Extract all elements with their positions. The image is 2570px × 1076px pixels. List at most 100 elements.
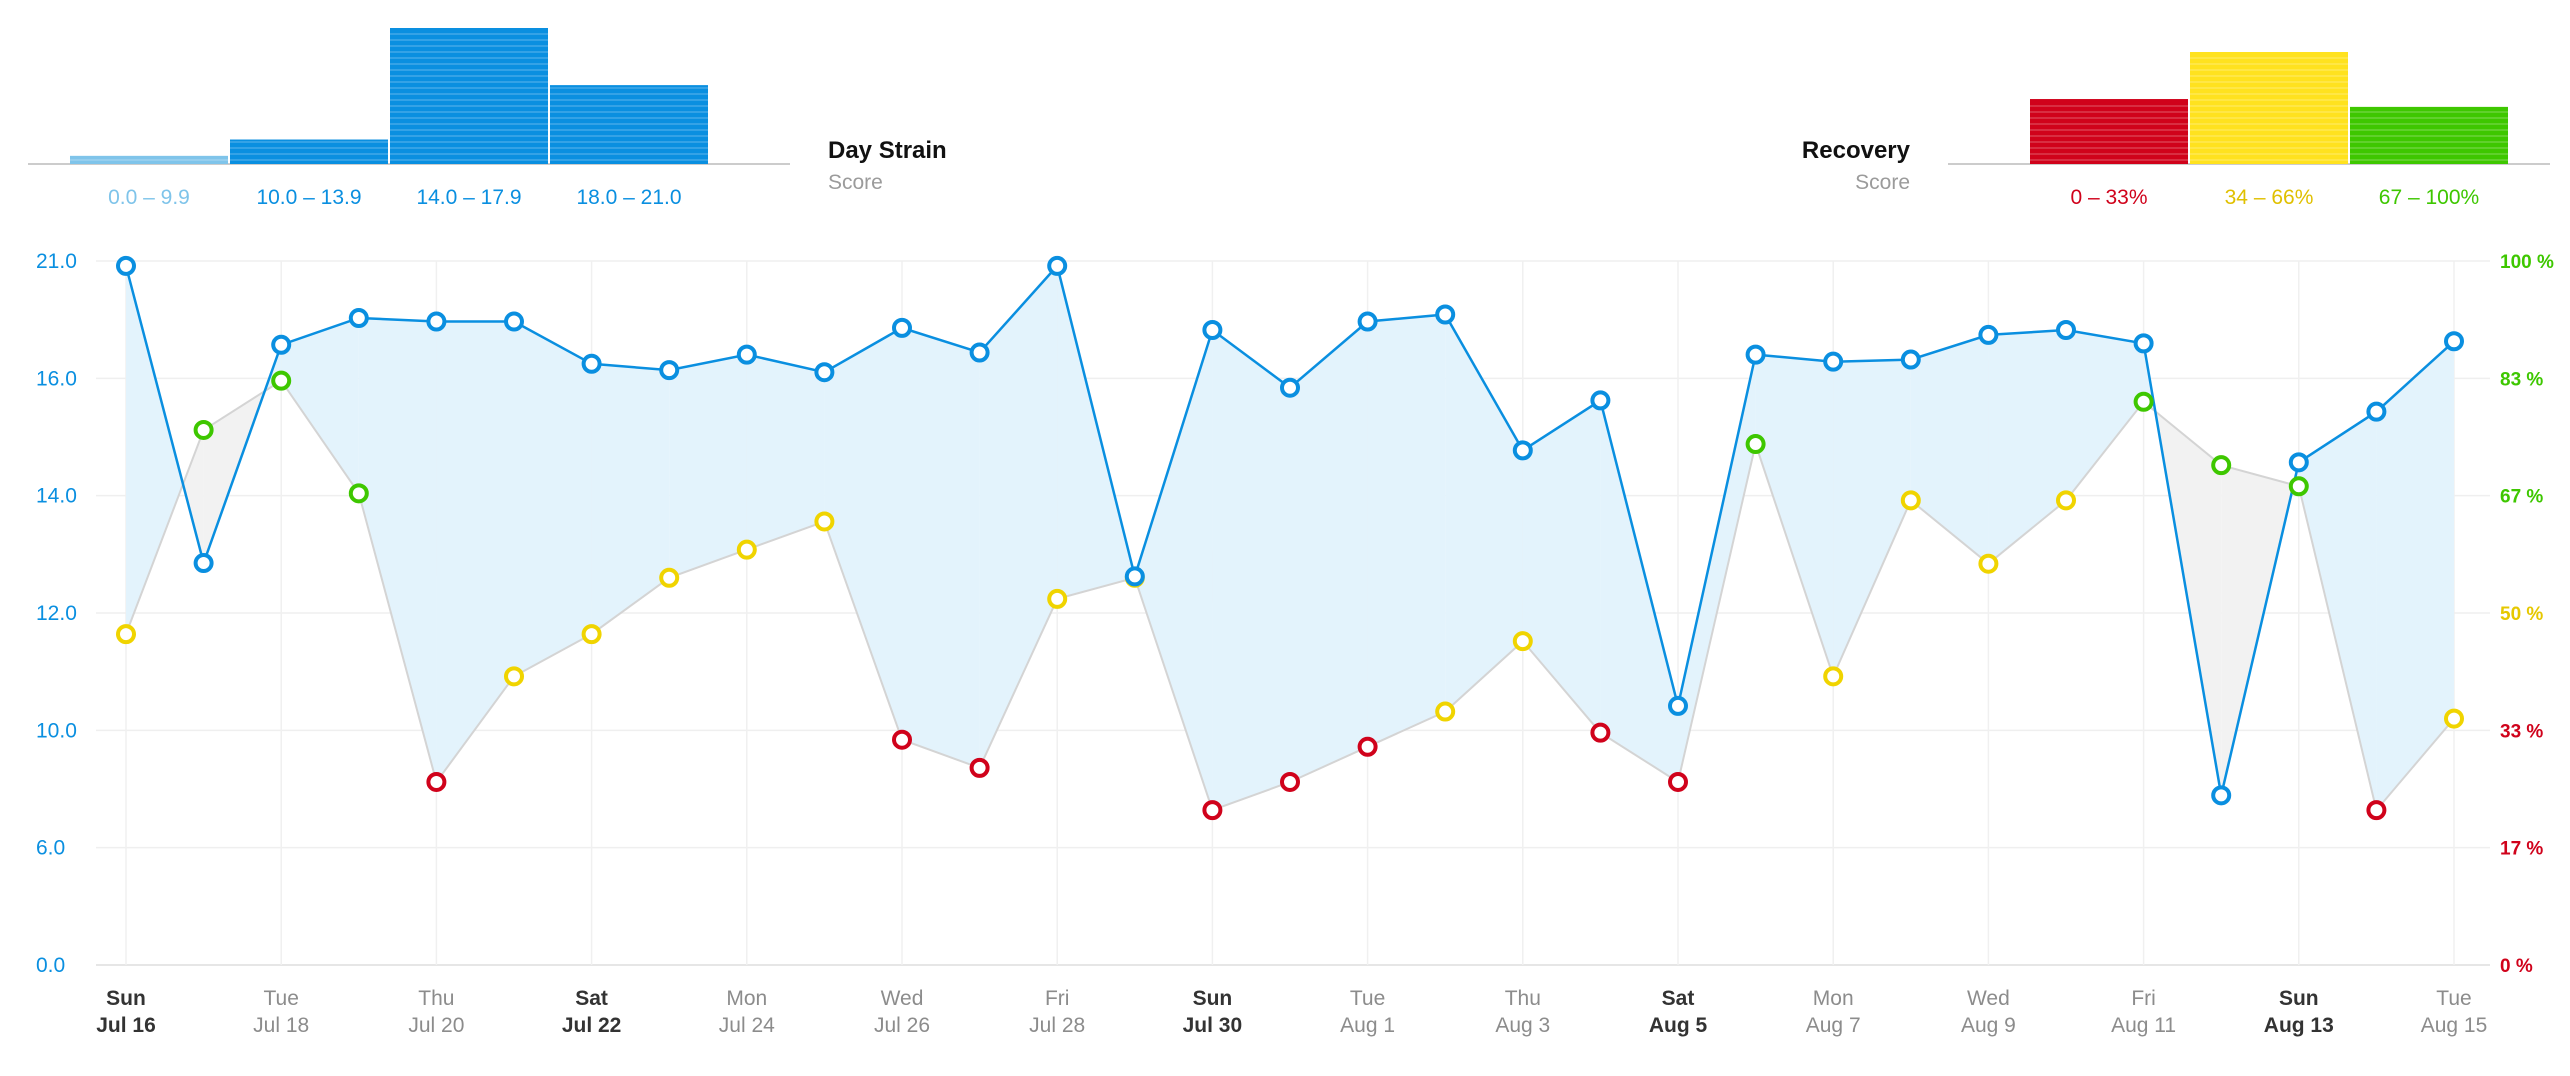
x-axis-day-label: Sun [106,987,146,1010]
right-axis-tick-label: 0 % [2500,956,2533,977]
recovery-point [2444,708,2464,729]
x-axis-date-label: Aug 1 [1340,1014,1395,1037]
recovery-point [2366,800,2387,821]
recovery-above-area [183,430,204,563]
strain-above-area [2376,341,2454,811]
x-axis-date-label: Aug 5 [1649,1014,1708,1037]
recovery-point [1900,490,1921,511]
strain-above-area [746,354,825,550]
recovery-point [2288,476,2309,497]
x-axis-day-label: Wed [881,987,924,1010]
strain-above-area [1057,265,1135,599]
x-axis-day-label: Tue [1350,987,1385,1010]
x-axis-date-label: Jul 18 [253,1014,309,1037]
strain-above-area [281,318,359,494]
strain-histogram-bar [70,155,228,164]
chart-axis-labels: 0.0 6.0 10.0 12.0 14.0 16.0 21.0 0 % 17 % 33 % 50 … [36,250,2554,1037]
left-axis-tick-label: 0.0 [36,954,65,977]
strain-above-area [1988,330,2066,564]
strain-point [581,353,602,374]
left-axis-tick-label: 14.0 [36,485,77,508]
x-axis-date-label: Aug 3 [1495,1014,1550,1037]
x-axis-date-label: Aug 7 [1806,1014,1861,1037]
strain-above-area [1445,314,1523,712]
strain-histogram-bar [550,85,708,164]
strain-point [1512,440,1533,461]
recovery-point [1590,722,1611,743]
strain-above-area [1134,330,1213,811]
x-axis-day-label: Sun [2279,987,2319,1010]
strain-above-area [358,318,437,782]
strain-point [1668,695,1688,716]
x-axis-day-label: Thu [1505,987,1541,1010]
x-axis-date-label: Jul 26 [874,1014,930,1037]
recovery-point [271,370,292,391]
strain-histogram: 0.0 – 9.9 10.0 – 13.9 14.0 – 17.9 18.0 – 21… [28,28,790,209]
strain-point [2056,319,2076,340]
strain-point [1357,311,1378,332]
x-axis-date-label: Aug 15 [2421,1014,2488,1037]
strain-above-area [436,321,514,782]
strain-histogram-bin-label: 0.0 – 9.9 [108,186,190,209]
strain-point [504,311,524,332]
strain-point [348,308,369,329]
recovery-point [116,624,136,645]
recovery-point [1357,736,1378,757]
left-axis-tick-label: 6.0 [36,837,65,860]
recovery-point [659,567,680,588]
right-axis-tick-label: 67 % [2500,487,2543,508]
strain-histogram-bin-label: 18.0 – 21.0 [576,186,681,209]
left-axis-tick-label: 12.0 [36,602,77,625]
strain-above-area [2298,411,2377,811]
recovery-point [1978,553,1999,574]
recovery-point [504,666,524,687]
left-axis-tick-label: 16.0 [36,367,77,390]
strain-point [1900,349,1921,370]
right-axis-tick-label: 50 % [2500,604,2543,625]
x-axis-day-label: Mon [726,987,767,1010]
strain-point [116,255,136,276]
recovery-point [1745,434,1766,455]
strain-point [1978,324,1999,345]
recovery-point [581,624,602,645]
strain-point [1047,255,1068,276]
strain-point [2366,401,2387,422]
strain-point [892,317,912,338]
right-axis-tick-label: 33 % [2500,721,2543,742]
strain-point [2288,452,2309,473]
x-axis-day-label: Tue [263,987,298,1010]
recovery-point [1435,701,1456,722]
x-axis-date-label: Jul 30 [1183,1014,1243,1037]
strain-above-area [1910,334,1989,564]
recovery-histogram-title: Recovery [1802,137,1911,164]
strain-above-area [979,265,1058,768]
recovery-point [426,771,447,792]
right-axis-tick-label: 17 % [2500,839,2543,860]
recovery-histogram-subtitle: Score [1855,171,1910,194]
recovery-point [1668,771,1688,792]
x-axis-day-label: Wed [1967,987,2010,1010]
strain-histogram-bin-label: 14.0 – 17.9 [416,186,521,209]
x-axis-day-label: Fri [1045,987,1070,1010]
x-axis-date-label: Jul 24 [719,1014,775,1037]
strain-above-area [1522,400,1601,733]
x-axis-day-label: Fri [2131,987,2156,1010]
strain-point [814,362,835,383]
x-axis-day-label: Mon [1813,987,1854,1010]
x-axis-day-label: Thu [418,987,454,1010]
x-axis-date-label: Jul 16 [96,1014,156,1037]
strain-point [1280,377,1300,398]
right-axis-tick-label: 83 % [2500,369,2543,390]
strain-above-area [1755,354,1834,677]
recovery-point [969,757,990,778]
recovery-point [348,483,369,504]
chart-areas [126,265,2454,811]
recovery-histogram-bin-label: 34 – 66% [2225,186,2314,209]
strain-above-area [1290,321,1368,782]
strain-above-area [1833,359,1911,677]
x-axis-date-label: Jul 20 [408,1014,464,1037]
strain-histogram-bin-label: 10.0 – 13.9 [256,186,361,209]
recovery-histogram-bin-label: 0 – 33% [2070,186,2147,209]
x-axis-date-label: Aug 13 [2264,1014,2334,1037]
